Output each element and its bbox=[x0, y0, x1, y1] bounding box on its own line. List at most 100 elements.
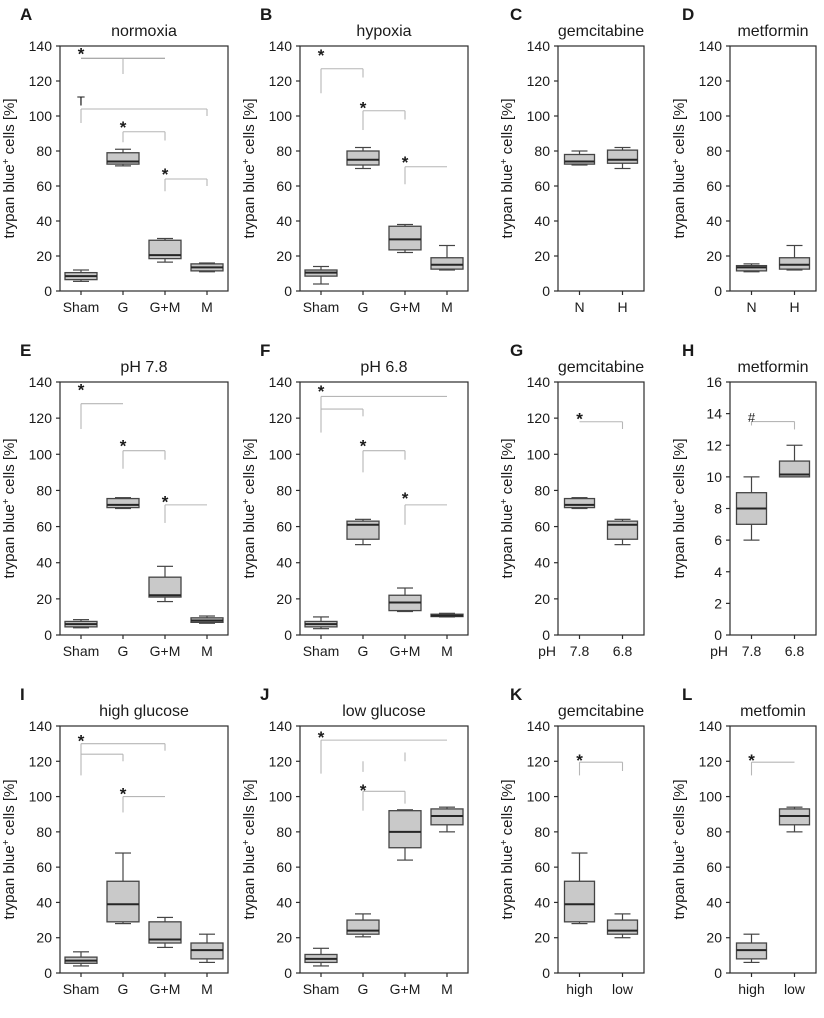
y-tick-label: 80 bbox=[276, 824, 292, 840]
y-tick-label: 140 bbox=[527, 718, 551, 734]
x-tick-label: M bbox=[441, 299, 453, 315]
x-tick-label: Sham bbox=[303, 643, 340, 659]
y-tick-label: 100 bbox=[699, 108, 723, 124]
x-tick-label: 6.8 bbox=[785, 643, 805, 659]
x-tick-label: G bbox=[358, 981, 369, 997]
panel-title: high glucose bbox=[99, 703, 189, 720]
sig-symbol: * bbox=[402, 153, 409, 172]
x-tick-label: 7.8 bbox=[570, 643, 590, 659]
y-tick-label: 60 bbox=[534, 859, 550, 875]
y-axis-label: trypan blue+ cells [%] bbox=[499, 779, 516, 919]
panel-letter: E bbox=[20, 341, 31, 360]
y-tick-label: 0 bbox=[44, 627, 52, 643]
plot-frame bbox=[59, 45, 229, 292]
sig-symbol: * bbox=[162, 165, 169, 184]
y-tick-label: 120 bbox=[699, 73, 723, 89]
y-tick-label: 20 bbox=[706, 248, 722, 264]
x-tick-label: Sham bbox=[303, 981, 340, 997]
y-tick-label: 0 bbox=[542, 283, 550, 299]
y-axis-label: trypan blue+ cells [%] bbox=[671, 98, 688, 238]
y-tick-label: 80 bbox=[706, 824, 722, 840]
box-H bbox=[778, 257, 811, 270]
y-tick-label: 12 bbox=[706, 437, 722, 453]
sig-symbol: * bbox=[748, 751, 755, 770]
panel-letter: L bbox=[682, 685, 692, 704]
y-tick-label: 6 bbox=[714, 532, 722, 548]
x-tick-label: 6.8 bbox=[613, 643, 633, 659]
panel-letter: B bbox=[260, 5, 272, 24]
panel-title: gemcitabine bbox=[558, 359, 644, 376]
y-tick-label: 20 bbox=[36, 930, 52, 946]
plot-frame bbox=[299, 45, 469, 292]
y-tick-label: 0 bbox=[284, 283, 292, 299]
y-tick-label: 40 bbox=[706, 894, 722, 910]
y-tick-label: 0 bbox=[44, 283, 52, 299]
panel-title: metformin bbox=[737, 359, 808, 376]
x-tick-label: Sham bbox=[63, 981, 100, 997]
box-G+M bbox=[388, 810, 422, 849]
sig-symbol: * bbox=[120, 784, 127, 803]
y-tick-label: 16 bbox=[706, 374, 722, 390]
sig-symbol: * bbox=[360, 781, 367, 800]
panel-letter: H bbox=[682, 341, 694, 360]
plot-frame bbox=[59, 381, 229, 636]
x-tick-label: G bbox=[118, 299, 129, 315]
x-tick-label: H bbox=[617, 299, 627, 315]
x-tick-label: G+M bbox=[150, 299, 181, 315]
y-axis-label: trypan blue+ cells [%] bbox=[1, 98, 18, 238]
y-tick-label: 60 bbox=[276, 859, 292, 875]
panel-letter: C bbox=[510, 5, 522, 24]
y-tick-label: 2 bbox=[714, 595, 722, 611]
x-tick-label: M bbox=[441, 643, 453, 659]
plot-frame bbox=[299, 381, 469, 636]
x-tick-label: H bbox=[789, 299, 799, 315]
y-tick-label: 40 bbox=[36, 213, 52, 229]
y-tick-label: 140 bbox=[269, 38, 293, 54]
y-tick-label: 80 bbox=[706, 143, 722, 159]
y-tick-label: 80 bbox=[534, 482, 550, 498]
y-tick-label: 60 bbox=[706, 178, 722, 194]
y-axis-label: trypan blue+ cells [%] bbox=[671, 779, 688, 919]
plot-frame bbox=[557, 45, 645, 292]
x-tick-label: G bbox=[358, 643, 369, 659]
boxplot-svg: FpH 6.8 trypan blue+ cells [%] 0 20 40 60 80 10… bbox=[241, 341, 469, 659]
y-tick-label: 60 bbox=[36, 859, 52, 875]
box-H bbox=[606, 149, 639, 164]
y-tick-label: 100 bbox=[29, 789, 53, 805]
x-tick-label: 7.8 bbox=[742, 643, 762, 659]
sig-symbol: * bbox=[576, 409, 583, 428]
plot-frame bbox=[729, 725, 817, 974]
y-tick-label: 140 bbox=[29, 718, 53, 734]
y-tick-label: 120 bbox=[527, 410, 551, 426]
box-G bbox=[106, 880, 140, 923]
sig-symbol: * bbox=[318, 728, 325, 747]
box-G+M bbox=[388, 225, 422, 251]
y-axis-label: trypan blue+ cells [%] bbox=[1, 779, 18, 919]
y-tick-label: 100 bbox=[269, 446, 293, 462]
y-tick-label: 40 bbox=[36, 894, 52, 910]
box-G+M bbox=[148, 921, 182, 944]
x-tick-label: G bbox=[358, 299, 369, 315]
y-tick-label: 20 bbox=[276, 930, 292, 946]
boxplot-svg: EpH 7.8 trypan blue+ cells [%] 0 20 40 60 80 10… bbox=[1, 341, 229, 659]
panel-title: metfomin bbox=[740, 703, 806, 720]
y-tick-label: 0 bbox=[714, 965, 722, 981]
y-tick-label: 60 bbox=[36, 519, 52, 535]
sig-symbol: T bbox=[77, 93, 85, 108]
y-tick-label: 100 bbox=[527, 108, 551, 124]
x-axis-prefix: pH bbox=[710, 643, 728, 659]
x-tick-label: G+M bbox=[390, 981, 421, 997]
y-tick-label: 140 bbox=[29, 374, 53, 390]
y-tick-label: 80 bbox=[36, 482, 52, 498]
y-axis-label: trypan blue+ cells [%] bbox=[241, 779, 258, 919]
y-tick-label: 0 bbox=[542, 627, 550, 643]
